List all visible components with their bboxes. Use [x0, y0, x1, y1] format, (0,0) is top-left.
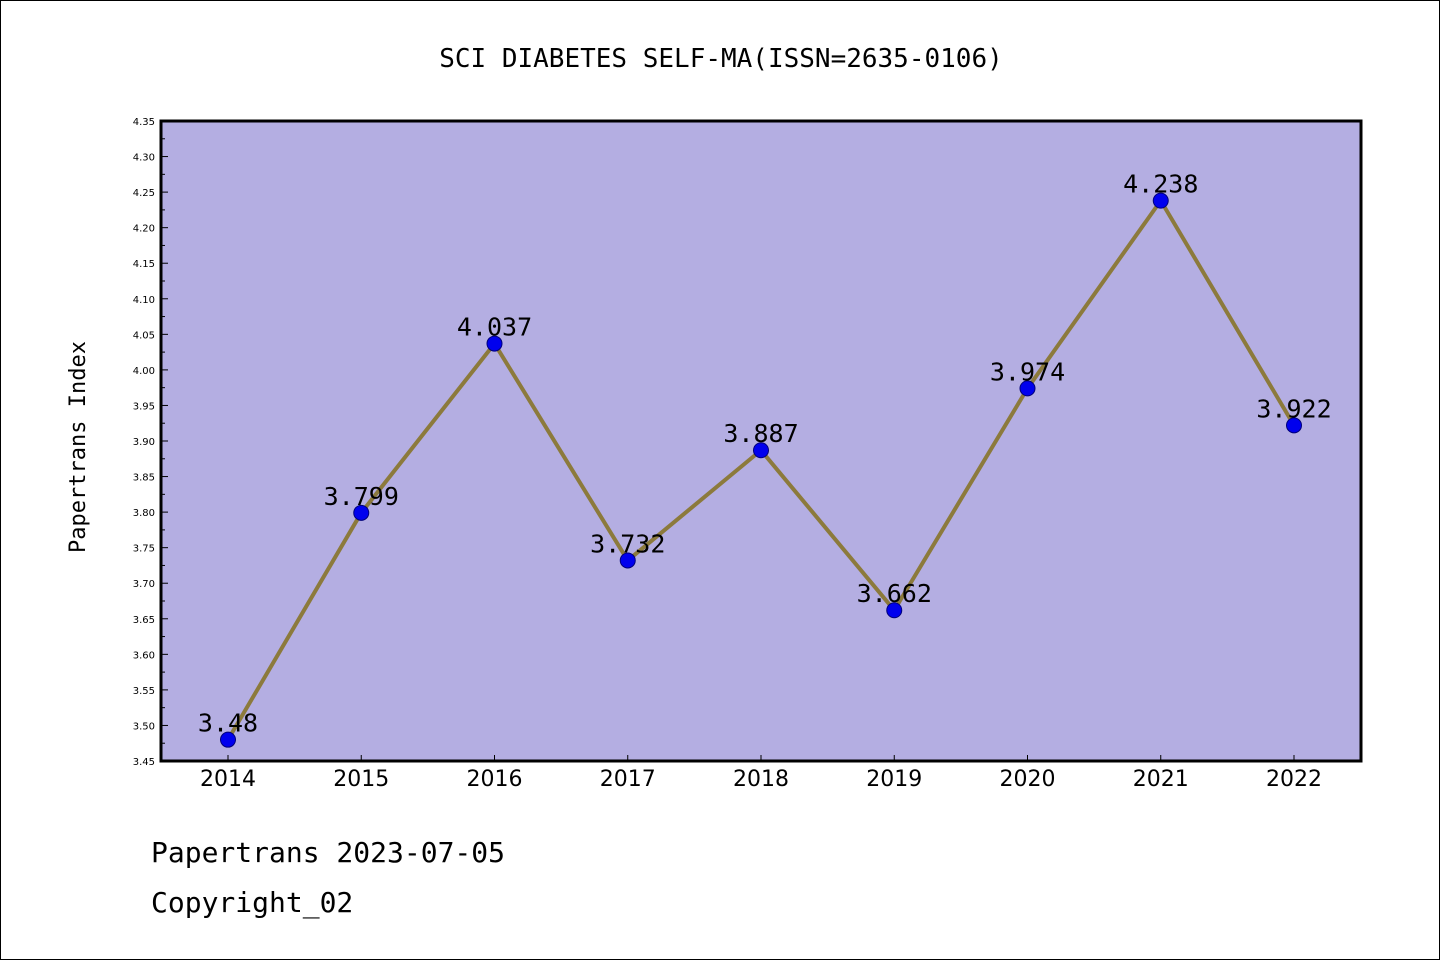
y-axis-label: Papertrans Index [66, 341, 91, 553]
footer-date: Papertrans 2023-07-05 [151, 836, 506, 869]
data-label: 4.238 [1123, 170, 1198, 199]
x-axis: 2014 2015 2016 2017 2018 2019 2020 2021 2022 [200, 755, 1322, 792]
y-tick-label: 4.35 [133, 117, 155, 128]
data-point [886, 602, 903, 619]
y-tick-label: 3.65 [133, 615, 155, 626]
y-tick-label: 4.30 [133, 153, 155, 164]
data-label: 3.732 [590, 529, 665, 558]
data-point [353, 504, 370, 521]
x-tick-label: 2016 [467, 767, 523, 792]
data-point [619, 552, 636, 569]
data-point [1152, 192, 1169, 209]
data-label: 3.887 [723, 419, 798, 448]
footer-copyright: Copyright_02 [151, 886, 354, 919]
data-label: 3.799 [324, 482, 399, 511]
plot-area [161, 121, 1361, 761]
y-tick-label: 3.85 [133, 473, 155, 484]
y-tick-label: 3.95 [133, 401, 155, 412]
y-tick-label: 3.45 [133, 757, 155, 768]
y-tick-label: 3.55 [133, 686, 155, 697]
data-markers [220, 192, 1302, 748]
data-label: 3.974 [990, 357, 1065, 386]
y-tick-label: 3.90 [133, 437, 155, 448]
plot-frame [159, 119, 1363, 763]
y-tick-label: 4.20 [133, 224, 155, 235]
y-tick-label: 4.25 [133, 188, 155, 199]
x-tick-label: 2019 [866, 767, 922, 792]
y-tick-label: 4.15 [133, 259, 155, 270]
data-label: 3.922 [1256, 394, 1331, 423]
data-point [1286, 417, 1302, 434]
data-labels: 3.48 3.799 4.037 3.732 3.887 3.662 3.974 4.238 3… [198, 170, 1332, 738]
y-tick-label: 3.60 [133, 650, 155, 661]
y-tick-label: 4.10 [133, 295, 155, 306]
x-tick-label: 2018 [733, 767, 789, 792]
chart-title: SCI DIABETES SELF-MA(ISSN=2635-0106) [439, 44, 1003, 74]
x-tick-label: 2022 [1266, 767, 1322, 792]
data-label: 3.48 [198, 709, 258, 738]
y-tick-label: 3.75 [133, 544, 155, 555]
y-tick-label: 4.00 [133, 366, 155, 377]
data-point [220, 731, 236, 748]
y-tick-label: 3.50 [133, 721, 155, 732]
data-point [753, 442, 769, 459]
x-tick-label: 2015 [333, 767, 389, 792]
y-tick-label: 4.05 [133, 330, 155, 341]
y-tick-label: 3.70 [133, 579, 155, 590]
x-tick-label: 2014 [200, 767, 256, 792]
x-tick-label: 2021 [1133, 767, 1189, 792]
data-label: 4.037 [457, 313, 532, 342]
y-tick-label: 3.80 [133, 508, 155, 519]
x-tick-label: 2020 [1000, 767, 1056, 792]
data-label: 3.662 [857, 579, 932, 608]
x-tick-label: 2017 [600, 767, 656, 792]
data-point [1019, 380, 1036, 397]
data-point [486, 335, 503, 352]
